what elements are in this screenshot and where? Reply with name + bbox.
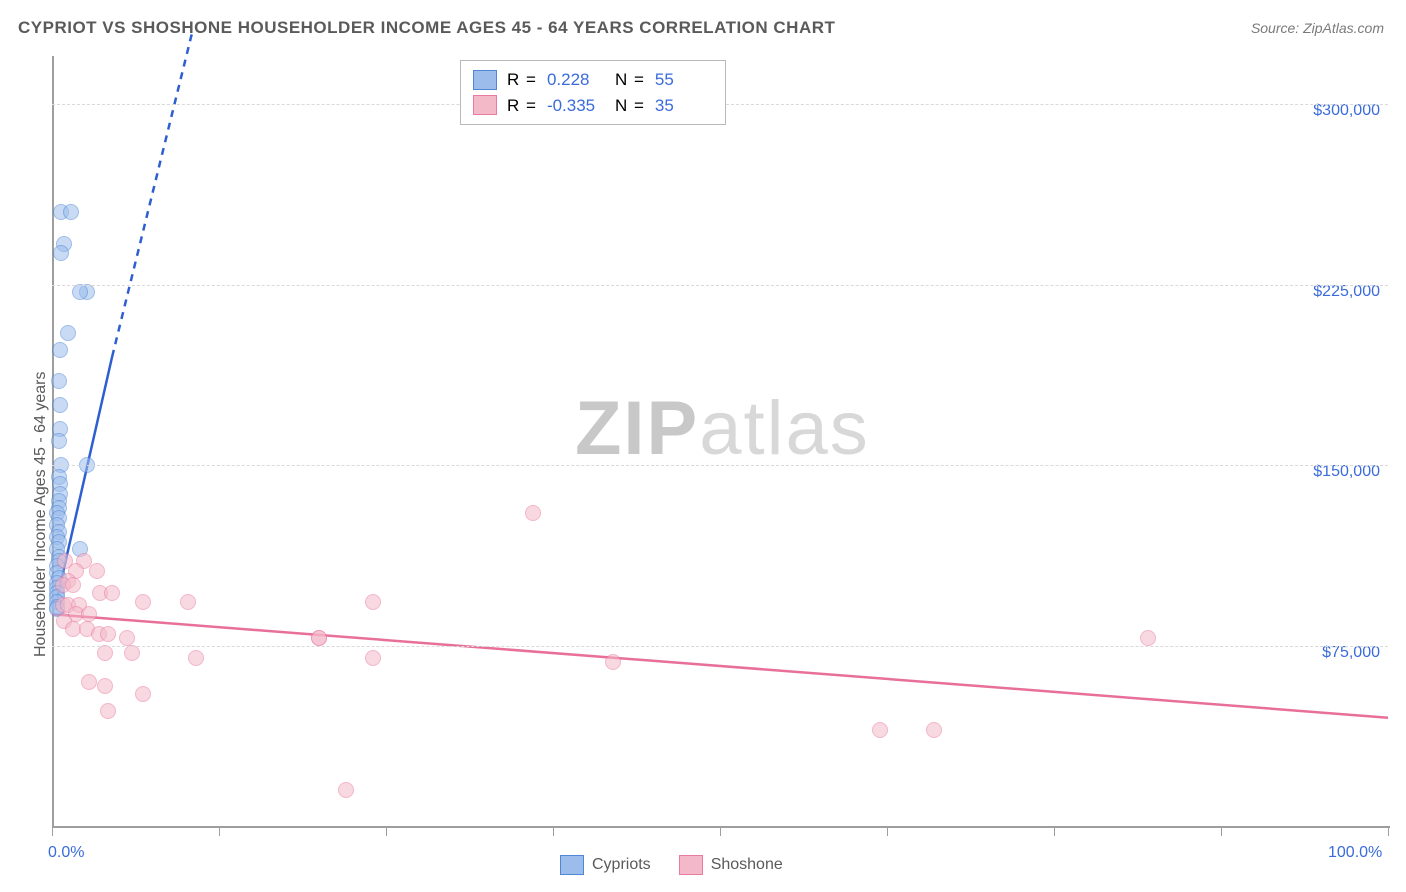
data-point bbox=[365, 594, 381, 610]
data-point bbox=[188, 650, 204, 666]
x-tick bbox=[1388, 826, 1389, 836]
data-point bbox=[51, 373, 67, 389]
data-point bbox=[81, 674, 97, 690]
stats-n-label: N = bbox=[615, 67, 645, 93]
x-axis-left-label: 0.0% bbox=[48, 844, 84, 862]
gridline bbox=[52, 646, 1388, 647]
data-point bbox=[52, 397, 68, 413]
data-point bbox=[926, 722, 942, 738]
x-tick bbox=[1054, 826, 1055, 836]
data-point bbox=[104, 585, 120, 601]
legend-swatch bbox=[679, 855, 703, 875]
stats-r-value: -0.335 bbox=[547, 93, 605, 119]
x-tick bbox=[887, 826, 888, 836]
source-attribution: Source: ZipAtlas.com bbox=[1251, 20, 1384, 36]
stats-n-value: 55 bbox=[655, 67, 713, 93]
legend-item: Shoshone bbox=[679, 855, 783, 875]
data-point bbox=[100, 626, 116, 642]
stats-r-value: 0.228 bbox=[547, 67, 605, 93]
gridline bbox=[52, 465, 1388, 466]
data-point bbox=[100, 703, 116, 719]
x-tick bbox=[219, 826, 220, 836]
data-point bbox=[135, 686, 151, 702]
x-tick bbox=[553, 826, 554, 836]
stats-row: R = 0.228 N = 55 bbox=[473, 67, 713, 93]
x-tick bbox=[52, 826, 53, 836]
stats-n-value: 35 bbox=[655, 93, 713, 119]
chart-title: CYPRIOT VS SHOSHONE HOUSEHOLDER INCOME A… bbox=[18, 18, 835, 38]
legend-item: Cypriots bbox=[560, 855, 651, 875]
gridline bbox=[52, 285, 1388, 286]
legend-swatch bbox=[473, 95, 497, 115]
stats-n-label: N = bbox=[615, 93, 645, 119]
stats-r-label: R = bbox=[507, 93, 537, 119]
data-point bbox=[72, 284, 88, 300]
plot-area bbox=[52, 56, 1390, 828]
legend-swatch bbox=[560, 855, 584, 875]
data-point bbox=[365, 650, 381, 666]
stats-box: R = 0.228 N = 55 R = -0.335 N = 35 bbox=[460, 60, 726, 125]
data-point bbox=[1140, 630, 1156, 646]
stats-row: R = -0.335 N = 35 bbox=[473, 93, 713, 119]
data-point bbox=[124, 645, 140, 661]
x-tick bbox=[1221, 826, 1222, 836]
x-tick bbox=[386, 826, 387, 836]
y-axis-label: Householder Income Ages 45 - 64 years bbox=[32, 371, 50, 657]
stats-r-label: R = bbox=[507, 67, 537, 93]
data-point bbox=[338, 782, 354, 798]
legend-bottom: Cypriots Shoshone bbox=[560, 855, 783, 875]
data-point bbox=[51, 433, 67, 449]
data-point bbox=[135, 594, 151, 610]
x-tick bbox=[720, 826, 721, 836]
legend-label: Cypriots bbox=[592, 856, 651, 874]
legend-label: Shoshone bbox=[711, 856, 783, 874]
data-point bbox=[872, 722, 888, 738]
legend-swatch bbox=[473, 70, 497, 90]
data-point bbox=[52, 342, 68, 358]
x-axis-right-label: 100.0% bbox=[1328, 844, 1382, 862]
data-point bbox=[60, 325, 76, 341]
